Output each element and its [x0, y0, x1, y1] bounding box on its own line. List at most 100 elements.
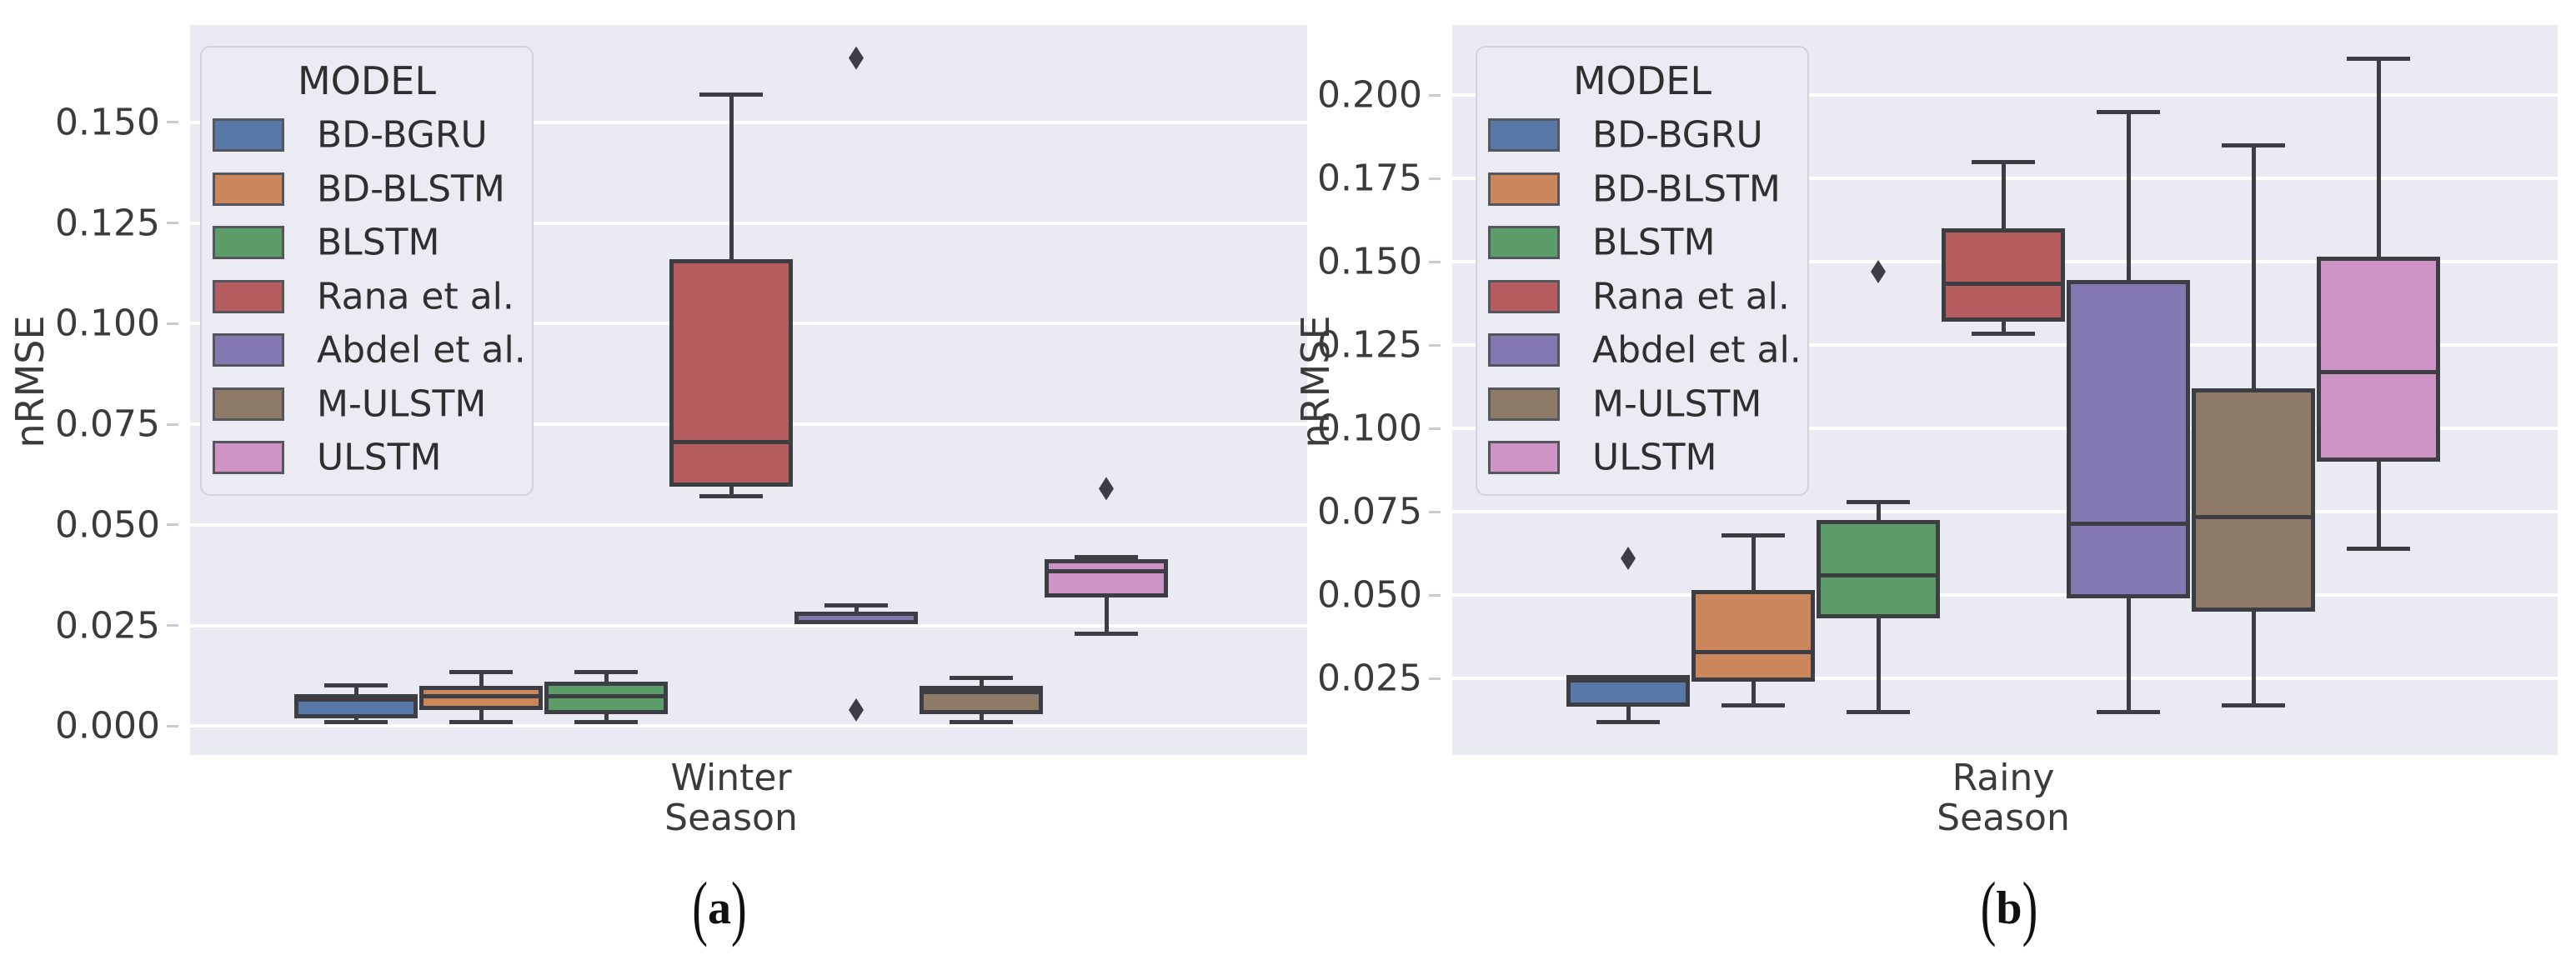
gridline — [1452, 427, 2558, 430]
y-tick-mark — [167, 322, 178, 325]
legend-label: ULSTM — [317, 436, 442, 479]
x-axis-label-line2: Season — [664, 797, 798, 839]
whisker-cap-lower — [2222, 702, 2285, 708]
legend-swatch-Rana-et-al- — [1488, 279, 1560, 313]
legend-label: BD-BLSTM — [1592, 168, 1781, 210]
y-tick-label: 0.025 — [55, 604, 160, 647]
whisker-lower — [979, 713, 984, 722]
whisker-upper — [2001, 162, 2006, 228]
y-tick-label: 0.000 — [55, 704, 160, 748]
whisker-cap-lower — [950, 719, 1013, 724]
whisker-cap-lower — [1596, 719, 1660, 724]
gridline — [1452, 510, 2558, 513]
legend-label: BD-BGRU — [317, 113, 488, 157]
whisker-cap-lower — [449, 719, 513, 724]
whisker-cap-lower — [1075, 631, 1138, 636]
whisker-upper — [979, 678, 984, 686]
whisker-upper — [604, 672, 609, 682]
whisker-cap-lower — [2347, 546, 2410, 551]
legend-label: BLSTM — [1592, 221, 1716, 264]
legend-swatch-Abdel-et-al- — [1488, 333, 1560, 367]
whisker-cap-upper — [324, 683, 388, 688]
legend-swatch-Rana-et-al- — [213, 279, 284, 313]
whisker-lower — [1104, 597, 1109, 634]
y-tick-mark — [167, 523, 178, 527]
y-tick-mark — [1429, 677, 1441, 680]
whisker-cap-lower — [699, 494, 763, 499]
y-tick-mark — [167, 724, 178, 728]
whisker-cap-upper — [2347, 56, 2410, 61]
whisker-upper — [1876, 502, 1881, 520]
legend-label: ULSTM — [1592, 436, 1717, 479]
y-axis-title: nRMSE — [1293, 315, 1338, 448]
box-Rana-et-al- — [1942, 228, 2065, 322]
legend-label: BD-BLSTM — [317, 168, 505, 210]
legend-swatch-Abdel-et-al- — [213, 333, 284, 367]
subplot-caption: (b) — [1981, 868, 2037, 948]
subplot-caption: (a) — [692, 868, 746, 948]
outlier-diamond — [849, 46, 864, 70]
whisker-cap-upper — [1075, 554, 1138, 559]
whisker-upper — [2251, 145, 2256, 388]
whisker-upper — [353, 685, 358, 694]
whisker-cap-upper — [1972, 159, 2035, 164]
y-tick-mark — [167, 121, 178, 124]
gridline — [1452, 677, 2558, 680]
median-line — [298, 698, 413, 702]
median-line — [674, 440, 789, 445]
y-tick-mark — [1429, 260, 1441, 263]
gridline — [1452, 93, 2558, 97]
outlier-diamond — [1099, 477, 1114, 501]
outlier-diamond — [849, 698, 864, 722]
whisker-cap-upper — [2222, 142, 2285, 148]
whisker-lower — [1626, 707, 1631, 722]
legend-label: Abdel et al. — [1592, 328, 1802, 372]
x-axis-label-line1: Winter — [670, 757, 792, 799]
gridline — [1452, 593, 2558, 597]
y-tick-mark — [1429, 510, 1441, 513]
whisker-cap-lower — [324, 719, 388, 724]
whisker-lower — [1751, 682, 1756, 705]
median-line — [1049, 568, 1164, 573]
y-tick-label: 0.125 — [55, 202, 160, 245]
y-tick-mark — [1429, 343, 1441, 347]
whisker-cap-upper — [2097, 109, 2160, 114]
y-tick-mark — [167, 222, 178, 225]
median-line — [2196, 514, 2311, 519]
legend-swatch-BLSTM — [1488, 226, 1560, 259]
caption-paren-open: ( — [692, 868, 708, 949]
legend-label: M-ULSTM — [317, 382, 487, 425]
y-tick-mark — [1429, 427, 1441, 430]
median-line — [799, 611, 914, 616]
y-tick-mark — [167, 422, 178, 426]
median-line — [1946, 281, 2061, 286]
caption-paren-open: ( — [1980, 868, 1997, 949]
whisker-cap-lower — [1722, 702, 1785, 708]
outlier-diamond — [1621, 547, 1636, 570]
median-line — [549, 693, 664, 698]
y-tick-label: 0.100 — [1317, 407, 1422, 450]
caption-paren-close: ) — [2022, 868, 2038, 949]
box-BD-BLSTM — [1691, 590, 1815, 682]
median-line — [423, 693, 539, 698]
legend-swatch-M-ULSTM — [213, 387, 284, 421]
median-line — [1821, 572, 1936, 578]
x-axis-label-line1: Rainy — [1952, 757, 2055, 799]
whisker-lower — [729, 486, 734, 497]
whisker-cap-lower — [1972, 331, 2035, 336]
y-tick-label: 0.050 — [55, 503, 160, 547]
legend-title: MODEL — [297, 58, 437, 103]
legend-swatch-ULSTM — [213, 441, 284, 474]
median-line — [1696, 649, 1811, 654]
gridline — [190, 120, 1307, 124]
legend-label: Rana et al. — [317, 275, 514, 318]
caption-paren-close: ) — [731, 868, 747, 949]
y-tick-mark — [1429, 593, 1441, 597]
whisker-cap-upper — [950, 675, 1013, 680]
whisker-lower — [2376, 462, 2381, 548]
legend-swatch-M-ULSTM — [1488, 387, 1560, 421]
gridline — [190, 623, 1307, 628]
whisker-upper — [1751, 535, 1756, 590]
whisker-lower — [2251, 612, 2256, 705]
